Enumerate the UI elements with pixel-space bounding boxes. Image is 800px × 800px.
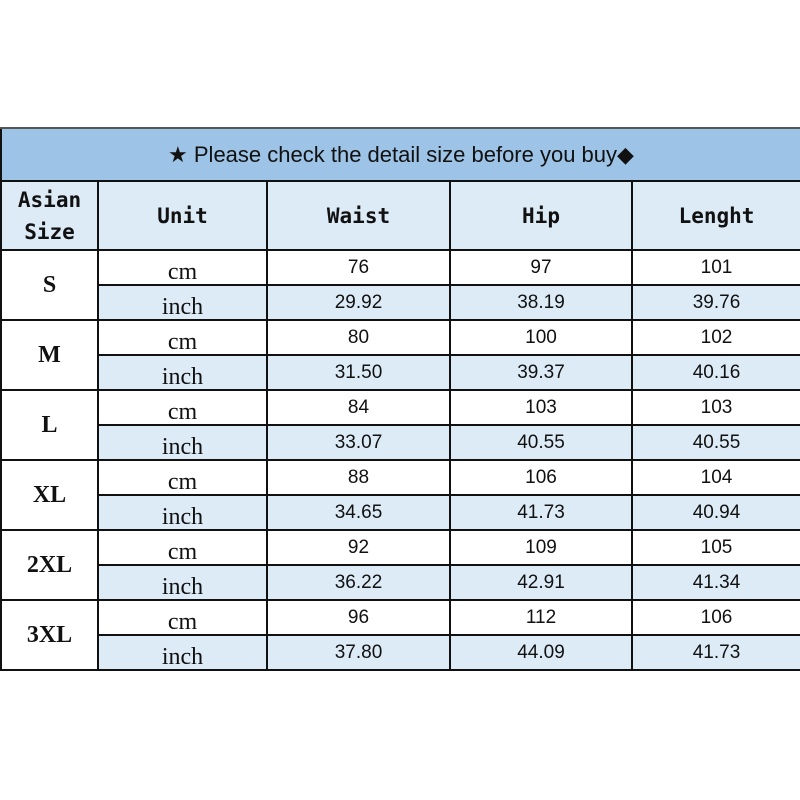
unit-cell: inch — [97, 564, 268, 601]
value-cell: 31.50 — [266, 354, 451, 391]
table-row: inch 33.07 40.55 40.55 — [1, 424, 800, 461]
unit-cell: cm — [97, 389, 268, 426]
unit-cell: inch — [97, 284, 268, 321]
value-cell: 44.09 — [449, 634, 633, 671]
size-label: 3XL — [0, 599, 99, 671]
value-cell: 34.65 — [266, 494, 451, 531]
unit-cell: cm — [97, 459, 268, 496]
table-row: inch 37.80 44.09 41.73 — [1, 634, 800, 671]
value-cell: 40.16 — [630, 354, 800, 391]
table-row: 3XL cm 96 112 106 — [0, 599, 800, 671]
value-cell: 42.91 — [449, 564, 633, 601]
unit-cell: inch — [97, 354, 268, 391]
table-row: 2XL cm 92 109 105 — [0, 529, 800, 601]
value-cell: 106 — [630, 599, 800, 636]
value-cell: 33.07 — [266, 424, 451, 461]
value-cell: 80 — [266, 319, 451, 356]
table-row: inch 34.65 41.73 40.94 — [1, 494, 800, 531]
value-cell: 105 — [630, 529, 800, 566]
unit-cell: inch — [97, 634, 268, 671]
value-cell: 88 — [266, 459, 451, 496]
value-cell: 76 — [266, 249, 451, 286]
unit-cell: inch — [97, 494, 268, 531]
unit-cell: inch — [97, 424, 268, 461]
table-row: XL cm 88 106 104 — [0, 459, 800, 531]
table-row: inch 29.92 38.19 39.76 — [1, 284, 800, 321]
value-cell: 39.37 — [449, 354, 633, 391]
unit-cell: cm — [97, 249, 268, 286]
value-cell: 106 — [449, 459, 633, 496]
value-cell: 40.55 — [449, 424, 633, 461]
value-cell: 109 — [449, 529, 633, 566]
size-label: M — [0, 319, 99, 391]
value-cell: 39.76 — [630, 284, 800, 321]
size-chart-table: ★ Please check the detail size before yo… — [0, 127, 800, 671]
value-cell: 41.73 — [449, 494, 633, 531]
value-cell: 38.19 — [449, 284, 633, 321]
value-cell: 36.22 — [266, 564, 451, 601]
column-header: Hip — [449, 180, 633, 251]
value-cell: 92 — [266, 529, 451, 566]
value-cell: 101 — [630, 249, 800, 286]
table-row: inch 36.22 42.91 41.34 — [1, 564, 800, 601]
value-cell: 41.34 — [630, 564, 800, 601]
column-header: Asian Size — [0, 180, 99, 251]
value-cell: 104 — [630, 459, 800, 496]
value-cell: 96 — [266, 599, 451, 636]
value-cell: 97 — [449, 249, 633, 286]
value-cell: 37.80 — [266, 634, 451, 671]
value-cell: 84 — [266, 389, 451, 426]
table-row: inch 31.50 39.37 40.16 — [1, 354, 800, 391]
column-header: Lenght — [630, 180, 800, 251]
column-header: Unit — [97, 180, 268, 251]
unit-cell: cm — [97, 319, 268, 356]
value-cell: 103 — [449, 389, 633, 426]
size-label: XL — [0, 459, 99, 531]
value-cell: 102 — [630, 319, 800, 356]
value-cell: 100 — [449, 319, 633, 356]
chart-title: ★ Please check the detail size before yo… — [0, 127, 800, 182]
size-label: 2XL — [0, 529, 99, 601]
value-cell: 29.92 — [266, 284, 451, 321]
value-cell: 40.94 — [630, 494, 800, 531]
column-header: Waist — [266, 180, 451, 251]
size-label: S — [0, 249, 99, 321]
unit-cell: cm — [97, 529, 268, 566]
value-cell: 112 — [449, 599, 633, 636]
size-label: L — [0, 389, 99, 461]
value-cell: 103 — [630, 389, 800, 426]
value-cell: 41.73 — [630, 634, 800, 671]
value-cell: 40.55 — [630, 424, 800, 461]
unit-cell: cm — [97, 599, 268, 636]
